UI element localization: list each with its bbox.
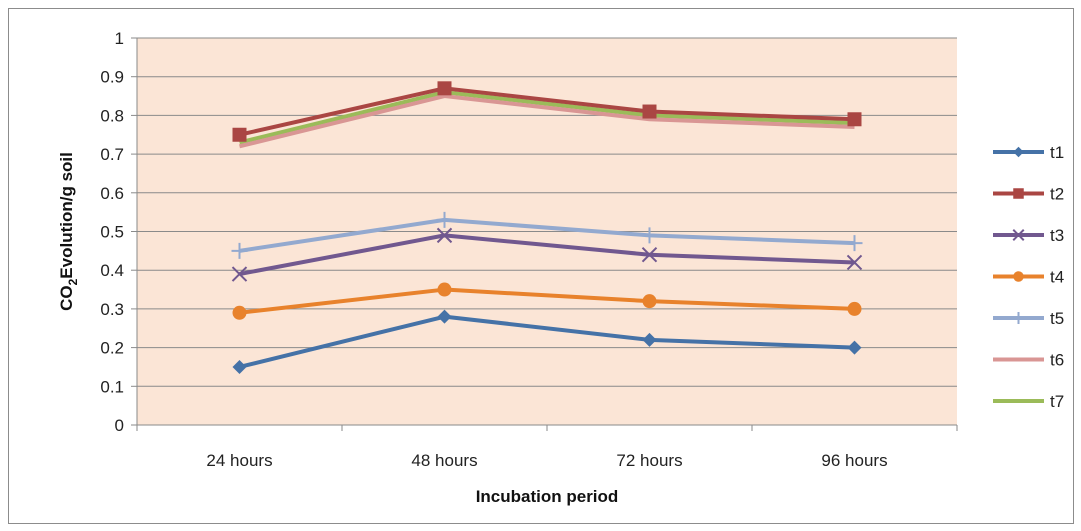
x-axis-title: Incubation period (476, 487, 619, 506)
legend-label: t3 (1050, 226, 1064, 245)
y-tick-label: 0.9 (100, 68, 124, 87)
legend-item-t4: t4 (993, 268, 1064, 287)
legend-item-t2: t2 (993, 185, 1064, 204)
data-point-marker (848, 112, 862, 126)
x-tick-label: 48 hours (411, 451, 477, 470)
data-point-marker (438, 283, 452, 297)
y-tick-label: 0.3 (100, 300, 124, 319)
legend: t1 t2 t3 t4 t5 t6 t7 (993, 143, 1064, 411)
y-tick-label: 0.7 (100, 145, 124, 164)
y-tick-label: 0.6 (100, 184, 124, 203)
legend-label: t7 (1050, 392, 1064, 411)
legend-label: t2 (1050, 185, 1064, 204)
x-tick-label: 96 hours (821, 451, 887, 470)
data-point-marker (848, 302, 862, 316)
x-tick-label: 24 hours (206, 451, 272, 470)
y-tick-label: 0.1 (100, 377, 124, 396)
legend-label: t6 (1050, 351, 1064, 370)
data-point-marker (438, 81, 452, 95)
legend-item-t5: t5 (993, 309, 1064, 328)
x-axis-ticks: 24 hours 48 hours 72 hours 96 hours (137, 425, 957, 470)
data-point-marker (233, 306, 247, 320)
y-axis-title: CO2Evolution/g soil (57, 152, 80, 311)
legend-item-t7: t7 (993, 392, 1064, 411)
data-point-marker (1013, 147, 1024, 158)
legend-label: t4 (1050, 268, 1064, 287)
data-point-marker (1013, 271, 1024, 282)
data-point-marker (233, 128, 247, 142)
y-tick-label: 0.8 (100, 106, 124, 125)
data-point-marker (1013, 188, 1024, 199)
legend-label: t5 (1050, 309, 1064, 328)
legend-item-t6: t6 (993, 351, 1064, 370)
y-tick-label: 0.4 (100, 261, 124, 280)
data-point-marker (1013, 312, 1025, 324)
y-axis-title-prefix: CO (57, 285, 76, 311)
y-axis-ticks: 0 0.1 0.2 0.3 0.4 0.5 0.6 0.7 0.8 0.9 1 (100, 29, 137, 435)
y-tick-label: 0.2 (100, 339, 124, 358)
y-tick-label: 1 (115, 29, 124, 48)
data-point-marker (643, 294, 657, 308)
legend-item-t3: t3 (993, 226, 1064, 245)
y-tick-label: 0 (115, 416, 124, 435)
y-axis-title-suffix: Evolution/g soil (57, 152, 76, 279)
data-point-marker (643, 105, 657, 119)
x-tick-label: 72 hours (616, 451, 682, 470)
legend-item-t1: t1 (993, 143, 1064, 162)
y-tick-label: 0.5 (100, 223, 124, 242)
legend-label: t1 (1050, 143, 1064, 162)
